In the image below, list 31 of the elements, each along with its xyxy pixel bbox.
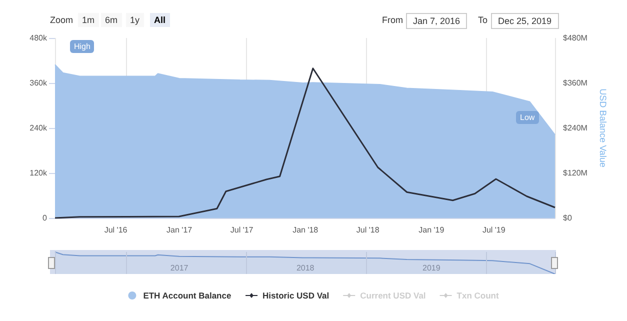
legend-label: Historic USD Val [262,290,330,300]
y2-tick-label: $120M [563,168,588,178]
y2-axis-title: USD Balance Value [598,88,608,168]
y-tick-label: 0 [42,214,48,222]
y2-tick-label: $0 [563,214,572,222]
x-tick-label: Jul '16 [104,226,128,234]
x-tick-label: Jul '19 [482,226,506,234]
x-tick-label: 2017 [170,264,189,272]
zoom-all-button: All [150,13,170,27]
annotation: Low [516,111,539,124]
x-tick-label: 2019 [422,264,441,272]
y2-tick-label: $360M [563,78,588,88]
x-tick-label: Jan '17 [166,226,193,234]
y-tick-label: 240k [30,124,48,132]
x-tick-label: Jan '18 [292,226,319,234]
text: From [382,14,403,27]
x-tick-label: Jul '17 [230,226,254,234]
legend-label: ETH Account Balance [143,290,232,300]
x-tick-label: Jul '18 [356,226,380,234]
y2-tick-label: $480M [563,34,588,42]
y-tick-label: 480k [30,34,48,42]
y2-tick-label: $240M [563,124,588,132]
x-tick-label: 2018 [296,264,315,272]
y-tick-label: 120k [30,168,48,178]
text: To [478,14,488,27]
x-tick-label: Jan '19 [418,226,445,234]
y-tick-label: 360k [30,78,48,88]
from-date-field: Jan 7, 2016 [406,13,468,29]
text: Zoom [50,14,74,27]
annotation: High [70,40,94,53]
to-date-field: Dec 25, 2019 [491,13,559,29]
